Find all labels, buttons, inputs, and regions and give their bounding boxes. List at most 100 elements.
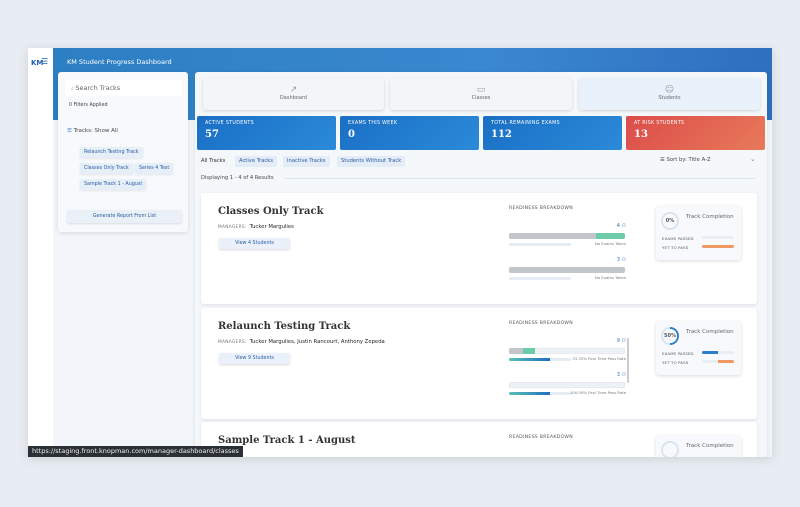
track-completion-card: Track Completion: [656, 435, 741, 457]
track-completion-card: 0% Track Completion EXAMS PASSED YET TO PAS…: [656, 206, 741, 260]
track-chip[interactable]: Relaunch Testing Track: [80, 147, 143, 158]
tab-dashboard[interactable]: ↗ Dashboard: [203, 78, 384, 110]
classroom-icon: ▭: [476, 85, 486, 95]
completion-ring: [661, 441, 679, 457]
search-icon: ⌕: [71, 86, 76, 92]
track-managers: MANAGERS: Tucker Margulies, Justin Rancou…: [218, 339, 385, 345]
track-completion-card: 50% Track Completion EXAMS PASSED YET TO PA…: [656, 321, 741, 375]
page-title: KM Student Progress Dashboard: [67, 58, 172, 66]
track-title: Sample Track 1 - August: [218, 435, 356, 446]
exam-row: SIE4 ⚇No Exams Taken: [509, 223, 626, 249]
exam-row: SIE9 ⚇33.33% First Time Pass Rate: [509, 338, 626, 364]
filter-tab-all[interactable]: All Tracks: [197, 156, 230, 167]
chart-line-icon: ↗: [289, 85, 298, 95]
exam-note: No Exams Taken: [594, 241, 626, 246]
stat-label: AT RISK STUDENTS: [634, 121, 685, 126]
track-card: Classes Only Track MANAGERS: Tucker Margul…: [201, 193, 757, 304]
sort-icon: ☰: [660, 157, 667, 163]
exam-scrollbar[interactable]: [627, 338, 629, 383]
exam-row: Series 33 ⚇No Exams Taken: [509, 257, 626, 283]
chevron-down-icon[interactable]: ⌄: [750, 155, 756, 163]
tab-label: Classes: [471, 95, 491, 101]
completion-ring: 0%: [661, 212, 679, 230]
managers-value: Tucker Margulies, Justin Rancourt, Antho…: [249, 339, 385, 345]
managers-label: MANAGERS:: [218, 340, 247, 345]
stat-value: 0: [348, 129, 355, 140]
exams-passed-fill: [702, 351, 718, 354]
filter-tab-without-track[interactable]: Students Without Track: [337, 156, 406, 167]
yet-to-pass-bar: [702, 245, 734, 248]
track-chip[interactable]: Classes Only Track: [80, 163, 133, 174]
bar-gray: [509, 233, 596, 239]
tab-students[interactable]: ☺ Students: [579, 78, 760, 110]
stat-label: ACTIVE STUDENTS: [205, 121, 255, 126]
exam-note: 33.33% First Time Pass Rate: [572, 356, 626, 361]
stat-label: EXAMS THIS WEEK: [348, 121, 398, 126]
sidebar: ⌕ Search Tracks 0 Filters Applied ☰ Trac…: [58, 72, 188, 232]
main-panel: ↗ Dashboard ▭ Classes ☺ Students ACTIVE STU…: [195, 72, 767, 457]
bar-green: [522, 348, 535, 354]
track-title: Relaunch Testing Track: [218, 321, 351, 332]
managers-label: MANAGERS:: [218, 225, 247, 230]
completion-title: Track Completion: [686, 443, 734, 449]
stat-at-risk-students: AT RISK STUDENTS 13: [626, 116, 765, 150]
tab-label: Students: [658, 95, 681, 101]
readiness-bar: [509, 348, 625, 354]
tracks-filter[interactable]: ☰ Tracks: Show All: [67, 128, 118, 134]
readiness-bar: [509, 267, 625, 273]
exam-row: Series 633 ⚇100.00% First Time Pass Rate: [509, 372, 626, 398]
track-card: Relaunch Testing Track MANAGERS: Tucker Ma…: [201, 308, 757, 419]
completion-title: Track Completion: [686, 329, 734, 335]
view-students-button[interactable]: View 9 Students: [219, 353, 290, 364]
exams-passed-label: EXAMS PASSED: [662, 351, 694, 356]
tracks-filter-label: Tracks: Show All: [73, 128, 118, 134]
tab-classes[interactable]: ▭ Classes: [390, 78, 572, 110]
stat-value: 13: [634, 129, 648, 140]
exams-passed-bar: [702, 351, 734, 354]
view-students-button[interactable]: View 4 Students: [219, 238, 290, 249]
pass-rate-bar: [509, 392, 571, 395]
stat-value: 112: [491, 129, 512, 140]
students-icon: ☺: [664, 85, 675, 95]
readiness-bar: [509, 233, 625, 239]
exams-passed-bar: [702, 236, 734, 239]
students-icon: ⚇: [619, 257, 627, 263]
pass-rate-fill: [509, 358, 550, 361]
filters-applied: 0 Filters Applied: [69, 103, 108, 108]
pass-rate-bar: [509, 277, 571, 280]
stat-active-students: ACTIVE STUDENTS 57: [197, 116, 336, 150]
yet-to-pass-fill: [718, 360, 734, 363]
search-input[interactable]: ⌕ Search Tracks: [65, 80, 182, 96]
students-icon: ⚇: [619, 223, 627, 229]
yet-to-pass-bar: [702, 360, 734, 363]
students-icon: ⚇: [619, 338, 627, 344]
student-count[interactable]: 9 ⚇: [616, 338, 627, 344]
bar-gray: [509, 348, 523, 354]
completion-ring: 50%: [661, 327, 679, 345]
app-window: KM ☰ KM Student Progress Dashboard ⌕ Sea…: [28, 48, 772, 457]
filter-tab-active[interactable]: Active Tracks: [235, 156, 277, 167]
student-count[interactable]: 3 ⚇: [616, 372, 626, 378]
readiness-breakdown-label: READINESS BREAKDOWN: [509, 206, 573, 211]
yet-to-pass-label: YET TO PASS: [662, 360, 689, 365]
track-chip[interactable]: Sample Track 1 - August: [80, 179, 147, 190]
exam-note: 100.00% First Time Pass Rate: [569, 390, 626, 395]
track-chip[interactable]: Series 4 Test: [135, 163, 174, 174]
track-card: Sample Track 1 - August READINESS BREAKDO…: [201, 422, 757, 457]
tab-label: Dashboard: [279, 95, 308, 101]
track-managers: MANAGERS: Tucker Margulies: [218, 224, 294, 230]
filter-tab-inactive[interactable]: Inactive Tracks: [283, 156, 330, 167]
divider: [285, 178, 755, 179]
managers-value: Tucker Margulies: [249, 224, 294, 230]
status-bar-url: https://staging.front.knopman.com/manage…: [28, 446, 243, 457]
sort-dropdown[interactable]: ☰ Sort by: Title A-Z: [660, 157, 711, 163]
generate-report-button[interactable]: Generate Report From List: [67, 210, 182, 223]
student-count[interactable]: 3 ⚇: [616, 257, 627, 263]
pass-rate-fill: [509, 392, 550, 395]
student-count[interactable]: 4 ⚇: [616, 223, 627, 229]
results-count: Displaying 1 - 4 of 4 Results: [201, 175, 274, 181]
stat-label: TOTAL REMAINING EXAMS: [491, 121, 560, 126]
hamburger-menu-icon[interactable]: ☰: [41, 57, 49, 66]
readiness-bar: [509, 382, 625, 388]
km-logo[interactable]: KM: [31, 59, 44, 67]
